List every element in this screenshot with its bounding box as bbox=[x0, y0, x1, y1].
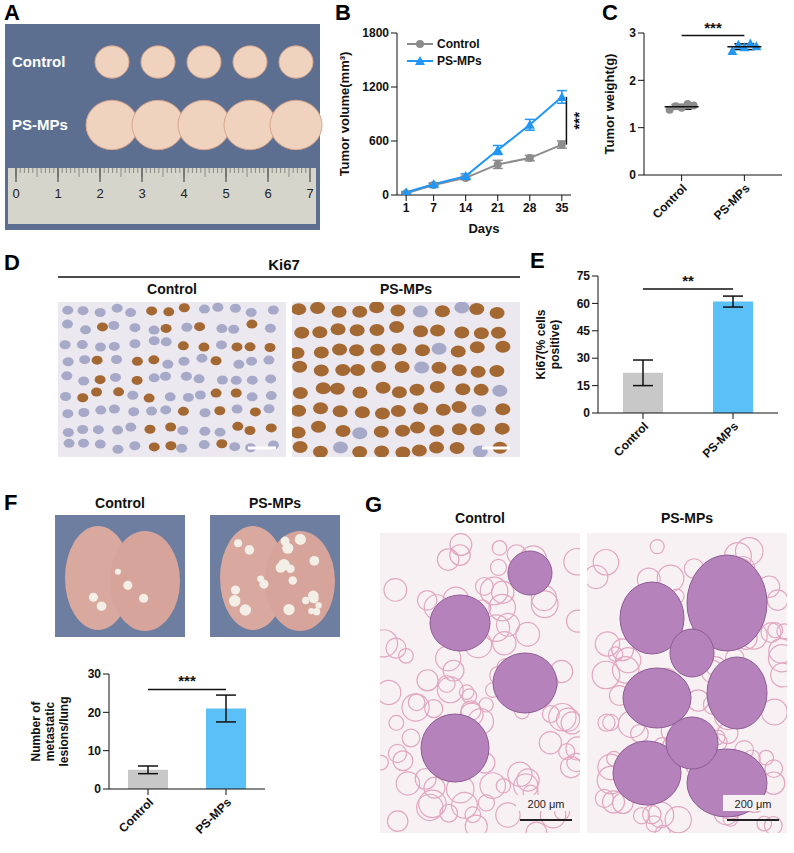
svg-text:6: 6 bbox=[264, 186, 271, 201]
svg-text:Tumor volume(mm³): Tumor volume(mm³) bbox=[337, 52, 352, 177]
svg-text:1: 1 bbox=[629, 121, 636, 135]
svg-text:45: 45 bbox=[577, 324, 591, 338]
svg-text:***: *** bbox=[570, 112, 587, 130]
svg-text:14: 14 bbox=[459, 201, 473, 215]
svg-text:1: 1 bbox=[403, 201, 410, 215]
html-text:PS-MPs: PS-MPs bbox=[437, 53, 482, 68]
html-text:B: B bbox=[335, 0, 351, 25]
svg-text:Ki67: Ki67 bbox=[268, 256, 300, 273]
svg-text:**: ** bbox=[682, 272, 694, 289]
svg-text:Days: Days bbox=[468, 221, 499, 236]
svg-text:Control: Control bbox=[116, 795, 156, 835]
svg-text:Control: Control bbox=[455, 510, 505, 526]
svg-text:Control: Control bbox=[95, 495, 145, 511]
svg-text:200 μm: 200 μm bbox=[735, 798, 772, 810]
svg-text:2: 2 bbox=[629, 74, 636, 88]
svg-text:1800: 1800 bbox=[362, 26, 389, 40]
html-text:A: A bbox=[4, 0, 20, 25]
html-text:F: F bbox=[4, 490, 18, 515]
html-text:G: G bbox=[365, 492, 383, 517]
svg-text:PS-MPs: PS-MPs bbox=[711, 181, 753, 223]
svg-text:Tumor weight(g): Tumor weight(g) bbox=[602, 54, 617, 155]
svg-text:1200: 1200 bbox=[362, 80, 389, 94]
html-text:Control: Control bbox=[437, 36, 480, 51]
svg-text:***: *** bbox=[178, 672, 196, 689]
svg-text:5: 5 bbox=[222, 186, 229, 201]
svg-text:10: 10 bbox=[88, 744, 102, 758]
svg-text:PS-MPs: PS-MPs bbox=[661, 510, 713, 526]
svg-text:200 μm: 200 μm bbox=[528, 798, 565, 810]
svg-text:30: 30 bbox=[88, 667, 102, 681]
svg-text:1: 1 bbox=[54, 186, 61, 201]
svg-text:3: 3 bbox=[138, 186, 145, 201]
svg-text:7: 7 bbox=[430, 201, 437, 215]
svg-text:***: *** bbox=[704, 19, 722, 36]
svg-text:0: 0 bbox=[94, 782, 101, 796]
svg-text:Control: Control bbox=[611, 419, 651, 459]
svg-text:0: 0 bbox=[583, 406, 590, 420]
svg-text:75: 75 bbox=[577, 269, 591, 283]
svg-text:3: 3 bbox=[629, 26, 636, 40]
svg-text:4: 4 bbox=[180, 186, 187, 201]
svg-text:20: 20 bbox=[88, 706, 102, 720]
svg-text:Control: Control bbox=[650, 181, 690, 221]
svg-text:Control: Control bbox=[147, 281, 197, 297]
svg-text:2: 2 bbox=[96, 186, 103, 201]
svg-text:600: 600 bbox=[369, 134, 389, 148]
svg-text:Number ofmetastaticlesions/lun: Number ofmetastaticlesions/lung bbox=[29, 696, 71, 766]
html-text:D: D bbox=[4, 250, 20, 275]
svg-text:PS-MPs: PS-MPs bbox=[249, 495, 301, 511]
svg-text:0: 0 bbox=[382, 188, 389, 202]
svg-text:30: 30 bbox=[577, 351, 591, 365]
html-text:C: C bbox=[602, 0, 618, 25]
svg-text:7: 7 bbox=[306, 186, 313, 201]
svg-text:PS-MPs: PS-MPs bbox=[193, 795, 235, 837]
svg-text:0: 0 bbox=[629, 168, 636, 182]
svg-text:Control: Control bbox=[12, 53, 65, 70]
svg-text:21: 21 bbox=[491, 201, 505, 215]
html-text:E: E bbox=[530, 248, 545, 273]
svg-text:PS-MPs: PS-MPs bbox=[12, 116, 68, 133]
svg-text:Ki67(% cellspositive): Ki67(% cellspositive) bbox=[534, 309, 562, 379]
svg-text:PS-MPs: PS-MPs bbox=[380, 281, 432, 297]
svg-text:28: 28 bbox=[523, 201, 537, 215]
svg-text:PS-MPs: PS-MPs bbox=[700, 419, 742, 461]
svg-text:15: 15 bbox=[577, 379, 591, 393]
svg-text:0: 0 bbox=[12, 186, 19, 201]
svg-text:60: 60 bbox=[577, 297, 591, 311]
svg-text:35: 35 bbox=[555, 201, 569, 215]
